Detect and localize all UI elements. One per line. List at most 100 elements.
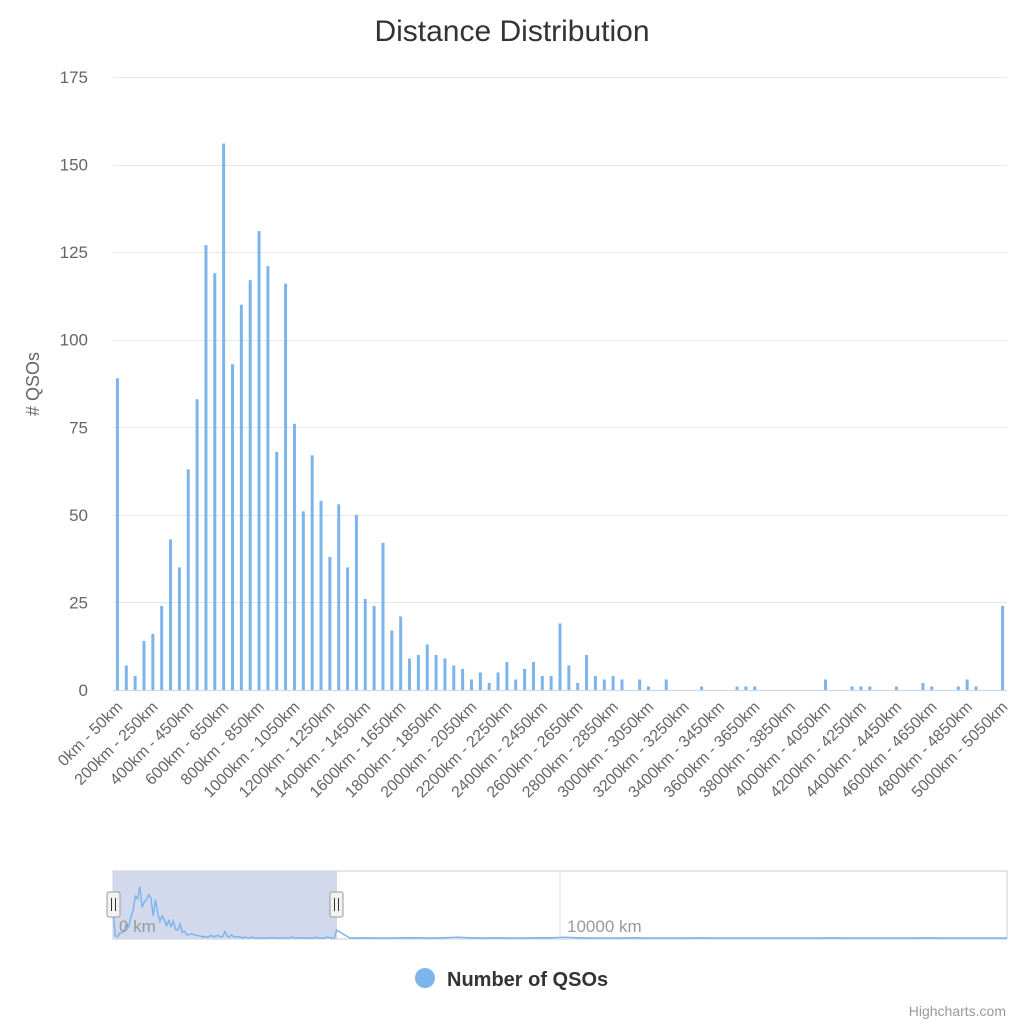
bar-32[interactable] bbox=[399, 616, 403, 690]
bar-25[interactable] bbox=[337, 504, 341, 690]
bar-49[interactable] bbox=[549, 675, 553, 690]
bar-60[interactable] bbox=[647, 686, 651, 691]
bar-66[interactable] bbox=[700, 686, 704, 691]
bar-28[interactable] bbox=[363, 598, 367, 690]
bar-83[interactable] bbox=[850, 686, 854, 691]
y-tick-label: 0 bbox=[79, 681, 88, 700]
bar-85[interactable] bbox=[868, 686, 872, 691]
bar-16[interactable] bbox=[257, 231, 261, 690]
bar-50[interactable] bbox=[558, 623, 562, 690]
bar-88[interactable] bbox=[894, 686, 898, 691]
bar-21[interactable] bbox=[301, 511, 305, 690]
bar-70[interactable] bbox=[735, 686, 739, 691]
bar-47[interactable] bbox=[531, 661, 535, 690]
bar-3[interactable] bbox=[142, 640, 146, 690]
bar-96[interactable] bbox=[965, 679, 969, 690]
bar-10[interactable] bbox=[204, 245, 208, 690]
bar-34[interactable] bbox=[416, 654, 420, 690]
y-tick-label: 150 bbox=[60, 156, 88, 175]
bar-14[interactable] bbox=[239, 304, 243, 690]
bar-4[interactable] bbox=[151, 633, 155, 690]
bar-2[interactable] bbox=[133, 675, 137, 690]
bar-13[interactable] bbox=[231, 364, 234, 690]
bar-41[interactable] bbox=[478, 672, 482, 690]
bar-39[interactable] bbox=[461, 668, 465, 690]
bar-12[interactable] bbox=[222, 143, 226, 691]
legend-item-number-of-qsos[interactable]: Number of QSOs bbox=[415, 968, 608, 991]
bar-46[interactable] bbox=[523, 668, 527, 690]
bar-56[interactable] bbox=[611, 675, 615, 690]
bar-54[interactable] bbox=[593, 675, 597, 690]
y-tick-label: 75 bbox=[69, 418, 88, 437]
bar-series[interactable] bbox=[115, 143, 1005, 691]
bar-35[interactable] bbox=[425, 644, 429, 690]
bar-23[interactable] bbox=[319, 500, 323, 690]
bar-26[interactable] bbox=[346, 567, 350, 690]
bar-100[interactable] bbox=[1001, 605, 1005, 690]
bar-6[interactable] bbox=[169, 539, 173, 690]
bar-30[interactable] bbox=[381, 542, 385, 690]
bar-9[interactable] bbox=[195, 399, 199, 690]
y-tick-label: 125 bbox=[60, 243, 88, 262]
bar-37[interactable] bbox=[443, 658, 447, 690]
bar-45[interactable] bbox=[514, 679, 518, 690]
bar-71[interactable] bbox=[744, 686, 748, 691]
bar-51[interactable] bbox=[567, 665, 571, 690]
y-tick-label: 50 bbox=[69, 506, 88, 525]
bar-33[interactable] bbox=[408, 658, 412, 690]
navigator-selection-window[interactable] bbox=[113, 871, 337, 939]
bar-0[interactable] bbox=[115, 378, 119, 690]
bar-72[interactable] bbox=[753, 686, 757, 691]
bar-20[interactable] bbox=[292, 423, 296, 690]
bar-59[interactable] bbox=[638, 679, 642, 690]
bar-84[interactable] bbox=[859, 686, 863, 691]
bar-53[interactable] bbox=[585, 654, 589, 690]
grid-lines bbox=[113, 77, 1007, 691]
bar-57[interactable] bbox=[620, 679, 624, 690]
bar-5[interactable] bbox=[160, 605, 164, 690]
chart-title: Distance Distribution bbox=[374, 15, 649, 48]
bar-24[interactable] bbox=[328, 556, 332, 690]
legend-symbol-icon bbox=[415, 968, 435, 988]
bar-18[interactable] bbox=[275, 451, 279, 690]
bar-17[interactable] bbox=[266, 266, 270, 690]
navigator-label-0km: 0 km bbox=[119, 917, 156, 936]
bar-91[interactable] bbox=[921, 682, 925, 690]
legend-label: Number of QSOs bbox=[447, 969, 608, 991]
navigator-right-handle[interactable] bbox=[329, 891, 344, 918]
bar-97[interactable] bbox=[974, 686, 978, 691]
navigator[interactable]: 0 km 10000 km bbox=[106, 870, 1008, 940]
bar-40[interactable] bbox=[469, 679, 473, 690]
bar-95[interactable] bbox=[956, 686, 960, 691]
navigator-left-handle[interactable] bbox=[106, 891, 121, 918]
bar-15[interactable] bbox=[248, 280, 252, 690]
bar-27[interactable] bbox=[354, 514, 358, 690]
bar-11[interactable] bbox=[213, 273, 217, 690]
bar-43[interactable] bbox=[496, 672, 500, 690]
bar-44[interactable] bbox=[505, 661, 509, 690]
bar-31[interactable] bbox=[390, 630, 394, 690]
credits-link[interactable]: Highcharts.com bbox=[909, 1003, 1006, 1019]
bar-8[interactable] bbox=[186, 469, 190, 690]
navigator-label-10000km: 10000 km bbox=[567, 917, 642, 936]
y-tick-label: 25 bbox=[69, 593, 88, 612]
bar-92[interactable] bbox=[930, 686, 934, 691]
bar-7[interactable] bbox=[177, 567, 181, 690]
bar-29[interactable] bbox=[372, 605, 376, 690]
bar-36[interactable] bbox=[434, 654, 438, 690]
y-tick-label: 100 bbox=[60, 331, 88, 350]
y-axis-label: # QSOs bbox=[23, 352, 43, 416]
bar-42[interactable] bbox=[487, 682, 491, 690]
bar-38[interactable] bbox=[452, 665, 456, 690]
bar-52[interactable] bbox=[576, 682, 580, 690]
bar-55[interactable] bbox=[602, 679, 606, 690]
bar-62[interactable] bbox=[664, 679, 668, 690]
bar-1[interactable] bbox=[124, 665, 128, 690]
bar-19[interactable] bbox=[284, 283, 288, 690]
y-axis-ticks: 0 25 50 75 100 125 150 175 bbox=[60, 68, 88, 700]
bar-22[interactable] bbox=[310, 455, 314, 690]
bar-80[interactable] bbox=[824, 679, 828, 690]
bar-48[interactable] bbox=[540, 675, 544, 690]
